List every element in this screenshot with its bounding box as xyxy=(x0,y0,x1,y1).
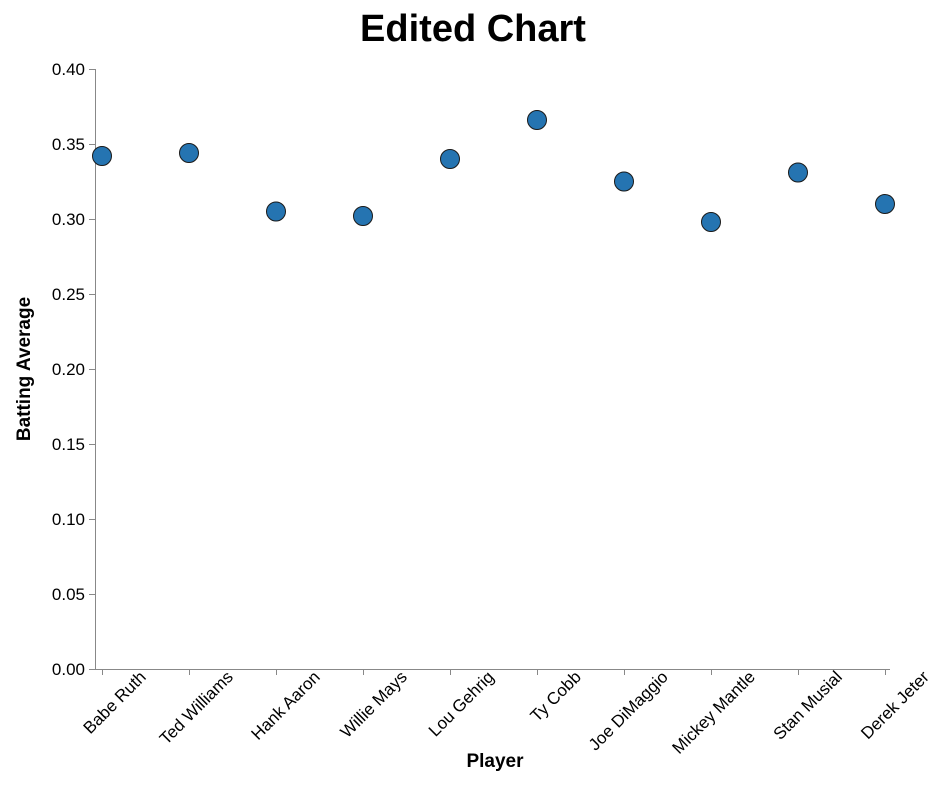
y-tick-label: 0.35 xyxy=(52,135,85,154)
x-tick-label: Ty Cobb xyxy=(527,667,585,725)
data-point[interactable] xyxy=(179,143,199,163)
data-point[interactable] xyxy=(353,206,373,226)
data-point[interactable] xyxy=(614,171,634,192)
data-points xyxy=(92,110,895,232)
y-tick-label: 0.25 xyxy=(52,285,85,304)
x-axis-title: Player xyxy=(466,751,524,772)
data-point[interactable] xyxy=(875,194,895,214)
y-tick-label: 0.30 xyxy=(52,210,85,229)
chart-title: Edited Chart xyxy=(360,8,586,50)
x-tick-label: Hank Aaron xyxy=(248,667,324,743)
y-axis: 0.00 0.05 0.10 0.15 0.20 0.25 0.30 0.35 0.40 xyxy=(52,60,96,679)
y-tick-label: 0.10 xyxy=(52,510,85,529)
x-tick-label: Mickey Mantle xyxy=(669,667,759,757)
x-ticks: Babe Ruth Ted Williams Hank Aaron Willie Ma… xyxy=(80,667,933,757)
x-tick-label: Joe DiMaggio xyxy=(585,667,672,754)
x-tick-label: Derek Jeter xyxy=(857,667,933,743)
y-tick-label: 0.20 xyxy=(52,360,85,379)
data-point[interactable] xyxy=(527,110,547,130)
x-tick-label: Lou Gehrig xyxy=(425,667,498,740)
y-axis-title: Batting Average xyxy=(14,297,35,441)
data-point[interactable] xyxy=(701,212,721,232)
x-tick-label: Babe Ruth xyxy=(80,667,150,737)
data-point[interactable] xyxy=(788,162,808,183)
data-point[interactable] xyxy=(266,201,286,222)
x-tick-label: Stan Musial xyxy=(770,667,846,743)
y-tick-label: 0.40 xyxy=(52,60,85,79)
y-tick-label: 0.00 xyxy=(52,660,85,679)
x-tick-label: Willie Mays xyxy=(337,667,411,741)
data-point[interactable] xyxy=(440,149,460,169)
x-axis: Babe Ruth Ted Williams Hank Aaron Willie Ma… xyxy=(80,667,933,757)
x-tick-label: Ted Williams xyxy=(156,667,237,748)
data-point[interactable] xyxy=(92,146,112,166)
y-ticks: 0.00 0.05 0.10 0.15 0.20 0.25 0.30 0.35 0.40 xyxy=(52,60,95,679)
y-tick-label: 0.05 xyxy=(52,585,85,604)
y-tick-label: 0.15 xyxy=(52,435,85,454)
